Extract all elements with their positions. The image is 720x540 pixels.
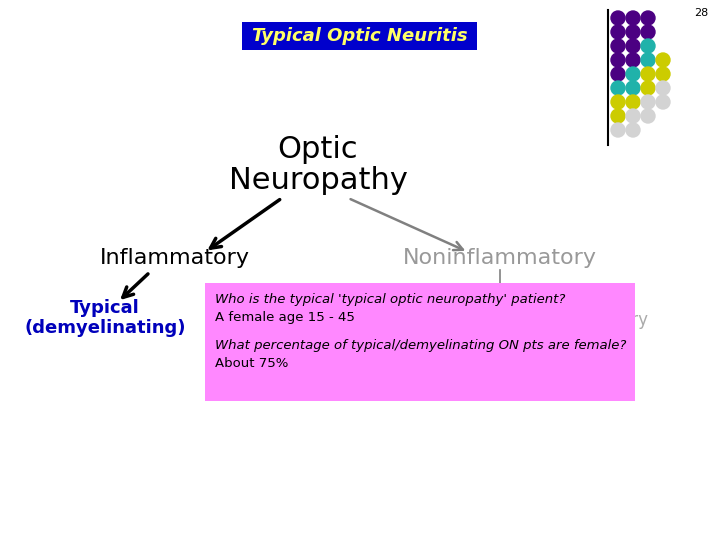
Circle shape [641, 25, 655, 39]
Text: Inflammatory: Inflammatory [100, 248, 250, 268]
Text: About 75%: About 75% [215, 357, 289, 370]
Circle shape [641, 81, 655, 95]
Circle shape [641, 53, 655, 67]
Circle shape [626, 123, 640, 137]
Text: Optic
Neuropathy: Optic Neuropathy [228, 135, 408, 195]
Text: 28: 28 [694, 8, 708, 18]
Text: Traumatic: Traumatic [489, 349, 571, 367]
Circle shape [656, 53, 670, 67]
Circle shape [611, 81, 625, 95]
Bar [205, 283, 635, 401]
Circle shape [641, 39, 655, 53]
Text: Hereditary: Hereditary [560, 311, 648, 329]
Circle shape [626, 81, 640, 95]
Circle shape [641, 67, 655, 81]
Circle shape [611, 11, 625, 25]
Circle shape [611, 53, 625, 67]
Circle shape [626, 95, 640, 109]
Circle shape [626, 39, 640, 53]
Circle shape [626, 25, 640, 39]
Circle shape [611, 67, 625, 81]
Circle shape [611, 95, 625, 109]
Circle shape [641, 11, 655, 25]
Text: Noninflammatory: Noninflammatory [403, 248, 597, 268]
Circle shape [626, 67, 640, 81]
Circle shape [626, 11, 640, 25]
Text: A female age 15 - 45: A female age 15 - 45 [215, 311, 355, 324]
Circle shape [611, 109, 625, 123]
Text: Who is the typical 'typical optic neuropathy' patient?: Who is the typical 'typical optic neurop… [215, 293, 565, 306]
Circle shape [626, 53, 640, 67]
Circle shape [641, 109, 655, 123]
Circle shape [626, 109, 640, 123]
Text: What percentage of typical/demyelinating ON pts are female?: What percentage of typical/demyelinating… [215, 339, 626, 352]
Circle shape [641, 95, 655, 109]
Circle shape [611, 39, 625, 53]
Circle shape [611, 123, 625, 137]
Circle shape [656, 67, 670, 81]
Circle shape [656, 95, 670, 109]
Text: Typical
(demyelinating): Typical (demyelinating) [24, 299, 186, 338]
Text: Ischemic: Ischemic [508, 308, 582, 326]
Bar [242, 22, 477, 50]
Circle shape [656, 81, 670, 95]
Circle shape [611, 25, 625, 39]
Text: Typical Optic Neuritis: Typical Optic Neuritis [252, 27, 467, 45]
